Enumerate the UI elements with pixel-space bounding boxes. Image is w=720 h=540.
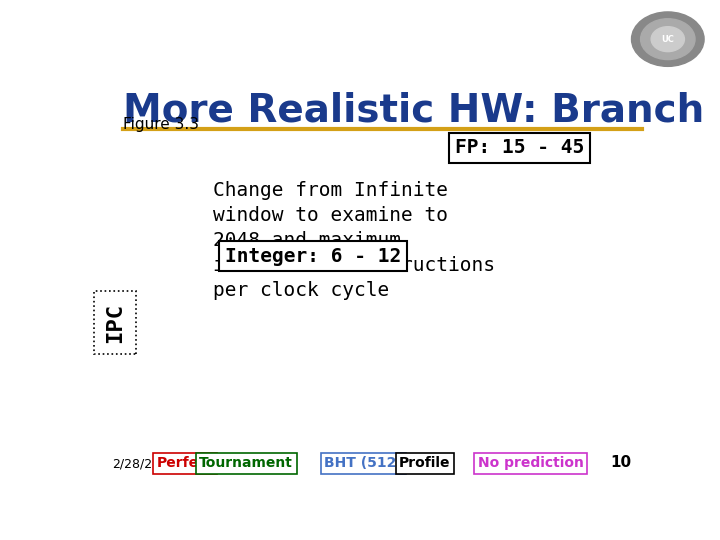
Text: BHT (512): BHT (512) — [324, 456, 402, 470]
Text: UC: UC — [662, 35, 674, 44]
Text: 10: 10 — [610, 455, 631, 470]
Text: Profile: Profile — [399, 456, 451, 470]
Circle shape — [651, 26, 685, 52]
Text: More Realistic HW: Branch Impact: More Realistic HW: Branch Impact — [124, 92, 720, 130]
Text: FP: 15 - 45: FP: 15 - 45 — [455, 138, 585, 158]
Text: Integer: 6 - 12: Integer: 6 - 12 — [225, 247, 401, 266]
Circle shape — [641, 19, 695, 59]
Circle shape — [631, 12, 704, 66]
Text: IPC: IPC — [105, 302, 125, 343]
Text: No prediction: No prediction — [478, 456, 584, 470]
Text: Perfect: Perfect — [156, 456, 213, 470]
Text: Change from Infinite
window to examine to
2048 and maximum
issue of 64 instructi: Change from Infinite window to examine t… — [213, 181, 495, 300]
Text: Tournament: Tournament — [199, 456, 293, 470]
Text: 2/28/2010: 2/28/2010 — [112, 457, 176, 470]
Text: Figure 3.3: Figure 3.3 — [124, 117, 199, 132]
